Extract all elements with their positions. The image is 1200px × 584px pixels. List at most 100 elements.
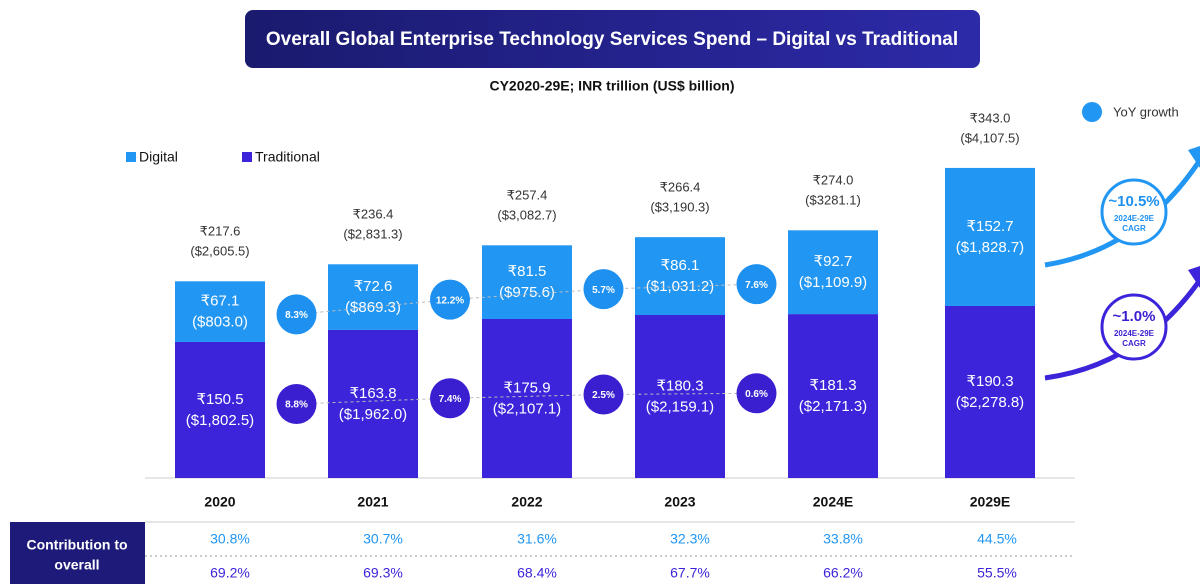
growth-bubble — [583, 269, 624, 310]
bar-segment — [482, 318, 572, 478]
bar-segment — [788, 314, 878, 478]
bar-segment — [328, 329, 418, 478]
cagr-caption: CAGR — [1122, 224, 1146, 233]
value-label: ₹72.6 — [354, 278, 393, 295]
table-cell: 69.3% — [363, 565, 403, 581]
cagr-bubble — [1100, 178, 1168, 246]
growth-label: 8.3% — [285, 310, 308, 321]
total-label: ₹266.4 — [660, 180, 701, 195]
value-label: ($1,802.5) — [186, 412, 254, 429]
value-label: ₹163.8 — [349, 385, 396, 402]
value-label: ($1,828.7) — [956, 239, 1024, 256]
value-label: ($975.6) — [499, 284, 555, 301]
total-label: ($3,082.7) — [497, 208, 556, 223]
subtitle: CY2020-29E; INR trillion (US$ billion) — [489, 78, 734, 94]
bar-segment — [635, 315, 725, 478]
bar-segment — [635, 237, 725, 316]
legend-swatch — [242, 152, 252, 162]
table-label: overall — [54, 557, 99, 573]
bar-segment — [788, 230, 878, 315]
table-label: Contribution to — [26, 537, 127, 553]
value-label: ₹175.9 — [503, 379, 550, 396]
x-tick-label: 2022 — [511, 494, 542, 510]
bar-segment — [175, 281, 265, 342]
table-cell: 31.6% — [517, 531, 557, 547]
table-label-box — [10, 522, 145, 584]
value-label: ₹92.7 — [814, 253, 853, 270]
growth-bubble — [430, 279, 470, 320]
total-label: ₹274.0 — [813, 173, 854, 188]
legend-label: Traditional — [255, 149, 320, 165]
cagr-arrowhead — [1188, 146, 1200, 168]
growth-label: 7.4% — [439, 394, 462, 405]
x-tick-label: 2021 — [357, 494, 388, 510]
value-label: ₹190.3 — [966, 373, 1013, 390]
value-label: ($2,159.1) — [646, 398, 714, 415]
total-label: ($4,107.5) — [960, 130, 1019, 145]
value-label: ($803.0) — [192, 314, 248, 331]
value-label: ($2,278.8) — [956, 394, 1024, 411]
value-label: ₹180.3 — [656, 377, 703, 394]
growth-label: 2.5% — [592, 390, 615, 401]
value-label: ₹150.5 — [196, 391, 243, 408]
growth-label: 0.6% — [745, 389, 768, 400]
cagr-label: ~10.5% — [1108, 193, 1159, 210]
value-label: ($2,107.1) — [493, 400, 561, 417]
cagr-caption: 2024E-29E — [1114, 329, 1155, 338]
total-label: ₹257.4 — [507, 188, 548, 203]
growth-bubble — [736, 264, 777, 305]
table-cell: 67.7% — [670, 565, 710, 581]
total-label: ($2,831.3) — [343, 227, 402, 242]
value-label: ₹181.3 — [809, 377, 856, 394]
growth-label: 12.2% — [436, 295, 464, 306]
value-label: ₹81.5 — [508, 263, 547, 280]
legend-swatch — [126, 152, 136, 162]
growth-label: 7.6% — [745, 280, 768, 291]
x-tick-label: 2020 — [204, 494, 235, 510]
table-cell: 30.7% — [363, 531, 403, 547]
table-cell: 68.4% — [517, 565, 557, 581]
table-cell: 44.5% — [977, 531, 1017, 547]
total-label: ₹236.4 — [353, 207, 394, 222]
table-cell: 66.2% — [823, 565, 863, 581]
growth-label: 5.7% — [592, 285, 615, 296]
x-tick-label: 2029E — [970, 494, 1010, 510]
total-label: ($2,605.5) — [190, 244, 249, 259]
value-label: ($2,171.3) — [799, 398, 867, 415]
table-cell: 69.2% — [210, 565, 250, 581]
value-label: ($869.3) — [345, 299, 401, 316]
growth-bubble — [276, 294, 317, 335]
bar-segment — [945, 305, 1035, 478]
table-cell: 32.3% — [670, 531, 710, 547]
table-cell: 33.8% — [823, 531, 863, 547]
table-cell: 30.8% — [210, 531, 250, 547]
value-label: ($1,962.0) — [339, 406, 407, 423]
growth-connector — [296, 283, 757, 315]
growth-bubble — [430, 378, 470, 419]
value-label: ₹152.7 — [966, 218, 1013, 235]
value-label: ₹67.1 — [201, 293, 240, 310]
growth-bubble — [276, 383, 317, 424]
total-label: ₹217.6 — [200, 224, 241, 239]
growth-bubble — [583, 374, 624, 415]
x-tick-label: 2023 — [664, 494, 695, 510]
bar-segment — [328, 264, 418, 330]
x-tick-label: 2024E — [813, 494, 853, 510]
growth-bubble — [736, 373, 777, 414]
growth-connector — [296, 392, 757, 405]
growth-label: 8.8% — [285, 400, 308, 411]
growth-legend: YoY growth — [1113, 104, 1179, 119]
bar-segment — [482, 245, 572, 319]
bar-segment — [175, 341, 265, 478]
cagr-caption: CAGR — [1122, 339, 1146, 348]
bar-segment — [945, 167, 1035, 306]
cagr-label: ~1.0% — [1113, 308, 1156, 325]
legend-label: Digital — [139, 149, 178, 165]
cagr-bubble — [1100, 293, 1168, 361]
cagr-caption: 2024E-29E — [1114, 214, 1155, 223]
total-label: ₹343.0 — [970, 110, 1011, 125]
title-banner — [245, 10, 980, 68]
growth-legend-icon — [1082, 102, 1102, 122]
table-cell: 55.5% — [977, 565, 1017, 581]
